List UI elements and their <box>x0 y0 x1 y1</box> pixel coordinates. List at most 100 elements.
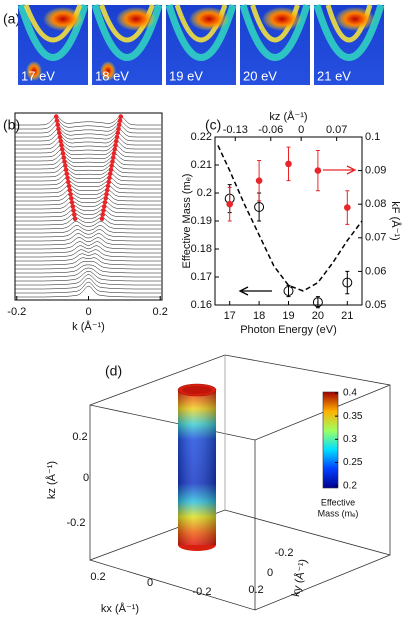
energy-label: 17 eV <box>21 68 55 83</box>
edc-curve <box>15 257 161 266</box>
data-point <box>342 277 353 288</box>
peak-dot <box>104 191 109 197</box>
x-tick-label: 18 <box>253 310 265 322</box>
edc-curve <box>15 233 161 242</box>
cylinder <box>177 383 217 551</box>
peak-dot <box>101 204 107 209</box>
error-bar <box>286 284 291 298</box>
panel-label: (c) <box>205 117 221 133</box>
peak-dot <box>56 126 61 132</box>
peak-dot <box>57 134 63 140</box>
error-bar <box>345 270 350 295</box>
data-point <box>226 200 233 208</box>
axis-3d-tick-label: 0.2 <box>72 431 87 443</box>
peak-dot <box>58 138 64 144</box>
energy-label: 20 eV <box>243 68 277 83</box>
peak-dot <box>115 130 121 136</box>
edc-curve <box>15 261 161 270</box>
edc-curve <box>15 188 161 198</box>
edc-curve <box>15 152 161 162</box>
y2-axis-label: kF (Å⁻¹) <box>389 201 402 240</box>
edc-curve <box>15 124 161 134</box>
peak-dot <box>70 204 76 209</box>
edc-curve <box>15 264 161 274</box>
peak-dot <box>104 187 110 193</box>
peak-dot <box>102 200 108 205</box>
peak-dot <box>108 167 114 172</box>
data-point <box>314 167 322 174</box>
peak-dot <box>114 134 120 140</box>
peak-dot <box>99 216 105 221</box>
x-tick-label: 0 <box>85 306 91 318</box>
peak-dot <box>113 142 118 148</box>
hot-spot <box>116 7 156 31</box>
peak-dot <box>56 130 62 136</box>
error-bar <box>315 296 320 309</box>
colorbar <box>322 391 339 489</box>
colorbar-tick-label: 0.35 <box>343 411 363 422</box>
edc-curve <box>15 116 161 126</box>
edc-curve <box>15 277 161 290</box>
peak-dot <box>69 200 75 205</box>
peak-dot <box>53 114 59 119</box>
peak-dot <box>109 163 115 168</box>
edc-curve <box>15 237 161 246</box>
x-axis-label: k (Å⁻¹) <box>72 320 105 333</box>
hot-spot <box>43 7 83 31</box>
edc-curve <box>15 249 161 258</box>
axis-3d-tick-label: -0.2 <box>67 517 86 529</box>
edc-curve <box>15 136 161 146</box>
peak-dot <box>116 126 121 132</box>
band <box>239 3 311 61</box>
data-point <box>312 297 323 308</box>
peak-dot <box>111 151 117 156</box>
edc-curve <box>15 180 161 190</box>
x-axis-label: kx (Å⁻¹) <box>101 602 139 615</box>
peak-dot <box>55 122 61 128</box>
peak-dot <box>110 159 115 164</box>
edc-curve <box>15 196 161 206</box>
edc-curve <box>15 208 161 218</box>
peak-dot <box>107 171 113 177</box>
x-tick-label: 21 <box>341 310 353 322</box>
peak-dot <box>72 216 78 221</box>
colorbar-tick-label: 0.4 <box>343 388 357 399</box>
axis-3d-tick-label: -0.2 <box>193 586 212 598</box>
colorbar-tick-label: 0.2 <box>343 480 357 491</box>
y-tick-label: 0.17 <box>191 271 212 283</box>
y-tick-label: 0.2 <box>197 187 212 199</box>
peak-dot <box>110 155 116 160</box>
edc-curve <box>15 176 161 186</box>
edc-curve <box>15 172 161 182</box>
peak-dot <box>105 183 111 189</box>
x2-tick-label: -0.13 <box>223 124 248 136</box>
peak-dot <box>112 146 118 152</box>
peak-dot <box>71 208 76 213</box>
hot-spot <box>262 7 302 31</box>
axis-3d-tick-label: 0 <box>147 577 153 589</box>
x-tick-label: 17 <box>224 310 236 322</box>
peak-dot <box>54 118 60 123</box>
axis-3d-tick-label: 0.2 <box>90 571 105 583</box>
peak-dot <box>59 146 65 152</box>
axis-3d-tick-label: 0.2 <box>248 584 263 596</box>
hot-spot <box>26 61 42 81</box>
axis-arrow <box>238 286 272 296</box>
fit-line <box>217 145 363 292</box>
x2-tick-label: 0.07 <box>326 124 347 136</box>
peak-dot <box>113 138 119 144</box>
hot-spot <box>100 61 116 81</box>
peak-dot <box>62 159 67 164</box>
x-tick-label: 19 <box>282 310 294 322</box>
edc-curve <box>15 128 161 138</box>
edc-curve <box>15 132 161 142</box>
data-point <box>254 202 265 212</box>
colorbar-tick-label: 0.3 <box>343 434 357 445</box>
edc-curve <box>15 253 161 262</box>
axis-3d-tick-label: 0 <box>267 567 273 579</box>
edc-curve <box>15 148 161 158</box>
peak-dot <box>67 187 73 193</box>
energy-label: 21 eV <box>317 68 351 83</box>
x-tick-label: -0.2 <box>7 306 26 318</box>
x2-tick-label: -0.06 <box>258 124 283 136</box>
